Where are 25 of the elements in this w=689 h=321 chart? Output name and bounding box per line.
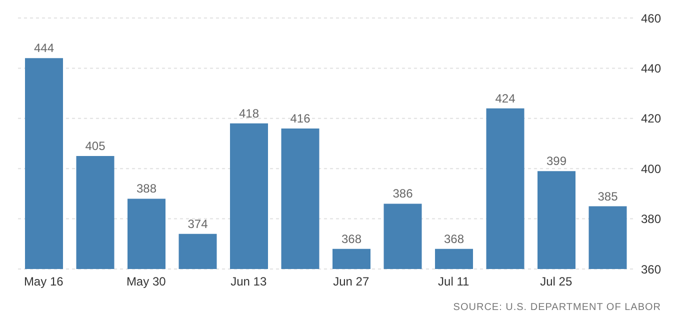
x-tick-label: May 16 [24, 274, 64, 289]
x-tick-label: May 30 [126, 274, 166, 289]
y-tick-label: 440 [641, 61, 662, 76]
y-tick-label: 400 [641, 162, 662, 176]
source-note: SOURCE: U.S. DEPARTMENT OF LABOR [453, 302, 661, 313]
data-label: 424 [495, 91, 516, 106]
data-label: 368 [444, 232, 464, 246]
y-tick-label: 360 [641, 262, 662, 276]
data-label: 399 [546, 154, 567, 168]
x-tick-label: Jun 27 [333, 274, 370, 289]
data-label: 405 [85, 139, 106, 154]
x-tick-label: Jul 11 [438, 274, 470, 289]
x-tick-label: Jul 25 [540, 274, 572, 289]
data-label: 385 [598, 189, 618, 204]
data-label: 388 [136, 182, 157, 196]
data-label: 416 [290, 111, 311, 126]
data-label: 386 [392, 186, 414, 201]
data-label: 368 [341, 232, 362, 246]
data-label: 418 [238, 106, 260, 120]
y-tick-label: 460 [641, 11, 662, 26]
data-label: 444 [34, 41, 54, 56]
y-tick-label: 420 [641, 112, 662, 126]
y-tick-label: 380 [641, 212, 662, 226]
x-tick-label: Jun 13 [230, 274, 267, 289]
data-label: 374 [188, 216, 208, 231]
